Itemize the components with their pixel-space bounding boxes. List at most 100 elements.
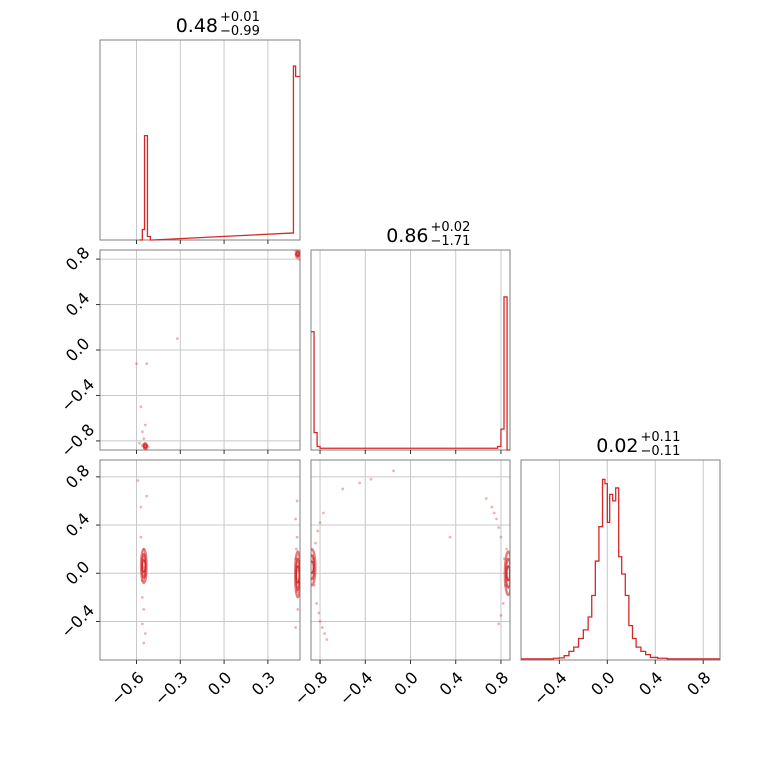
scatter-point-p0-p1 — [145, 362, 149, 366]
scatter-point-p0-p1 — [143, 423, 147, 427]
scatter-point-p1-p2 — [497, 526, 501, 529]
frame-2-0 — [99, 459, 301, 661]
scatter-point-p1-p2 — [501, 601, 505, 605]
scatter-point-p1-p2 — [358, 481, 362, 485]
title-value-p1: 0.86 — [386, 225, 428, 247]
xticklabel-p2: 0.8 — [683, 668, 714, 699]
xticklabel-p1: −0.4 — [336, 668, 377, 709]
scatter-point-p0-p1 — [142, 437, 146, 441]
yticklabel-p2: 0.0 — [62, 557, 93, 588]
contour-level-p0-p2 — [293, 550, 300, 599]
scatter-point-p1-p2 — [320, 626, 324, 629]
scatter-p1-p2 — [311, 469, 509, 641]
scatter-point-p1-p2 — [322, 511, 325, 515]
yticklabel-p1: 0.0 — [62, 334, 93, 365]
panel-0-0 — [99, 39, 301, 244]
scatter-point-p1-p2 — [495, 517, 498, 521]
scatter-point-p0-p1 — [297, 257, 301, 261]
histogram-p2 — [521, 478, 720, 660]
scatter-point-p0-p2 — [142, 607, 146, 611]
yticklabel-p2: 0.8 — [62, 461, 93, 492]
xticklabel-p1: −0.8 — [290, 668, 331, 709]
xticklabel-p1: 0.8 — [481, 668, 512, 699]
scatter-point-p0-p2 — [139, 505, 143, 509]
scatter-point-p0-p2 — [136, 479, 140, 482]
scatter-p0-p2 — [136, 479, 300, 645]
scatter-point-p0-p2 — [140, 595, 144, 599]
scatter-point-p1-p2 — [448, 535, 452, 539]
xticklabel-p1: 0.0 — [390, 668, 421, 699]
scatter-point-p1-p2 — [314, 541, 317, 545]
title-p1: 0.86 +0.02−1.71 — [386, 220, 470, 249]
scatter-point-p1-p2 — [497, 622, 501, 626]
panel-1-1 — [310, 249, 511, 454]
contour-p1-p2 — [311, 547, 317, 587]
scatter-point-p0-p2 — [143, 632, 147, 635]
scatter-point-p1-p2 — [505, 547, 509, 551]
scatter-point-p0-p2 — [294, 547, 298, 551]
scatter-point-p0-p2 — [139, 535, 143, 539]
yticklabel-p1: 0.8 — [62, 243, 93, 274]
scatter-point-p0-p1 — [135, 362, 138, 366]
contour-p0-p2 — [139, 547, 148, 585]
contour-level-p0-p1 — [295, 250, 300, 258]
xticklabel-p1: 0.4 — [436, 668, 467, 699]
scatter-point-p1-p2 — [369, 477, 373, 481]
xticklabel-p2: 0.0 — [587, 668, 618, 699]
xticklabel-p0: 0.0 — [204, 668, 235, 699]
yticklabel-p1: −0.4 — [57, 375, 98, 416]
scatter-point-p0-p2 — [296, 607, 300, 611]
histogram-line-p2 — [521, 478, 720, 660]
xticklabel-p0: 0.3 — [248, 668, 279, 699]
xticklabel-p2: −0.4 — [530, 668, 571, 709]
scatter-point-p0-p1 — [138, 441, 141, 445]
scatter-point-p0-p1 — [140, 430, 144, 434]
contour-p1-p2 — [503, 550, 510, 597]
title-minus-p2: −0.11 — [641, 444, 681, 459]
scatter-point-p1-p2 — [490, 505, 494, 509]
scatter-point-p0-p2 — [145, 494, 149, 498]
scatter-point-p1-p2 — [484, 497, 488, 500]
contour-p0-p1 — [142, 442, 149, 450]
scatter-point-p0-p2 — [294, 626, 298, 629]
scatter-point-p0-p2 — [140, 622, 144, 626]
yticklabel-p1: 0.4 — [62, 288, 93, 319]
scatter-point-p1-p2 — [499, 614, 503, 617]
scatter-point-p1-p2 — [341, 487, 345, 491]
title-value-p0: 0.48 — [176, 15, 218, 37]
contour-level-p1-p2 — [311, 547, 317, 587]
xticklabel-p0: −0.3 — [151, 668, 192, 709]
scatter-point-p0-p2 — [295, 499, 299, 503]
scatter-point-p1-p2 — [318, 521, 322, 525]
title-plus-p1: +0.02 — [431, 220, 471, 235]
scatter-point-p1-p2 — [323, 632, 326, 635]
histogram-p0 — [139, 65, 300, 241]
scatter-point-p1-p2 — [315, 601, 319, 605]
scatter-point-p1-p2 — [317, 611, 321, 615]
title-value-p2: 0.02 — [596, 435, 638, 457]
scatter-point-p1-p2 — [325, 638, 329, 641]
title-p0: 0.48 +0.01−0.99 — [176, 10, 260, 39]
panel-2-2 — [520, 459, 721, 664]
contour-level-p0-p1 — [142, 442, 149, 450]
scatter-point-p1-p2 — [499, 535, 503, 539]
title-minus-p0: −0.99 — [220, 24, 260, 39]
contour-level-p0-p2 — [139, 547, 148, 585]
contour-p0-p2 — [293, 550, 300, 599]
histogram-p1 — [311, 296, 510, 451]
scatter-point-p1-p2 — [318, 620, 322, 623]
frame-0-0 — [99, 39, 301, 241]
scatter-point-p1-p2 — [492, 511, 496, 515]
scatter-point-p0-p2 — [294, 517, 298, 521]
yticklabel-p2: 0.4 — [62, 509, 93, 540]
histogram-line-p0 — [139, 65, 300, 241]
panel-2-0 — [96, 459, 301, 664]
scatter-point-p0-p2 — [142, 641, 146, 645]
title-minus-p1: −1.71 — [431, 234, 471, 249]
yticklabel-p1: −0.8 — [57, 420, 98, 461]
contour-p0-p1 — [295, 250, 300, 258]
scatter-point-p1-p2 — [392, 469, 395, 473]
scatter-point-p0-p1 — [175, 337, 179, 341]
panel-2-1 — [310, 459, 511, 664]
